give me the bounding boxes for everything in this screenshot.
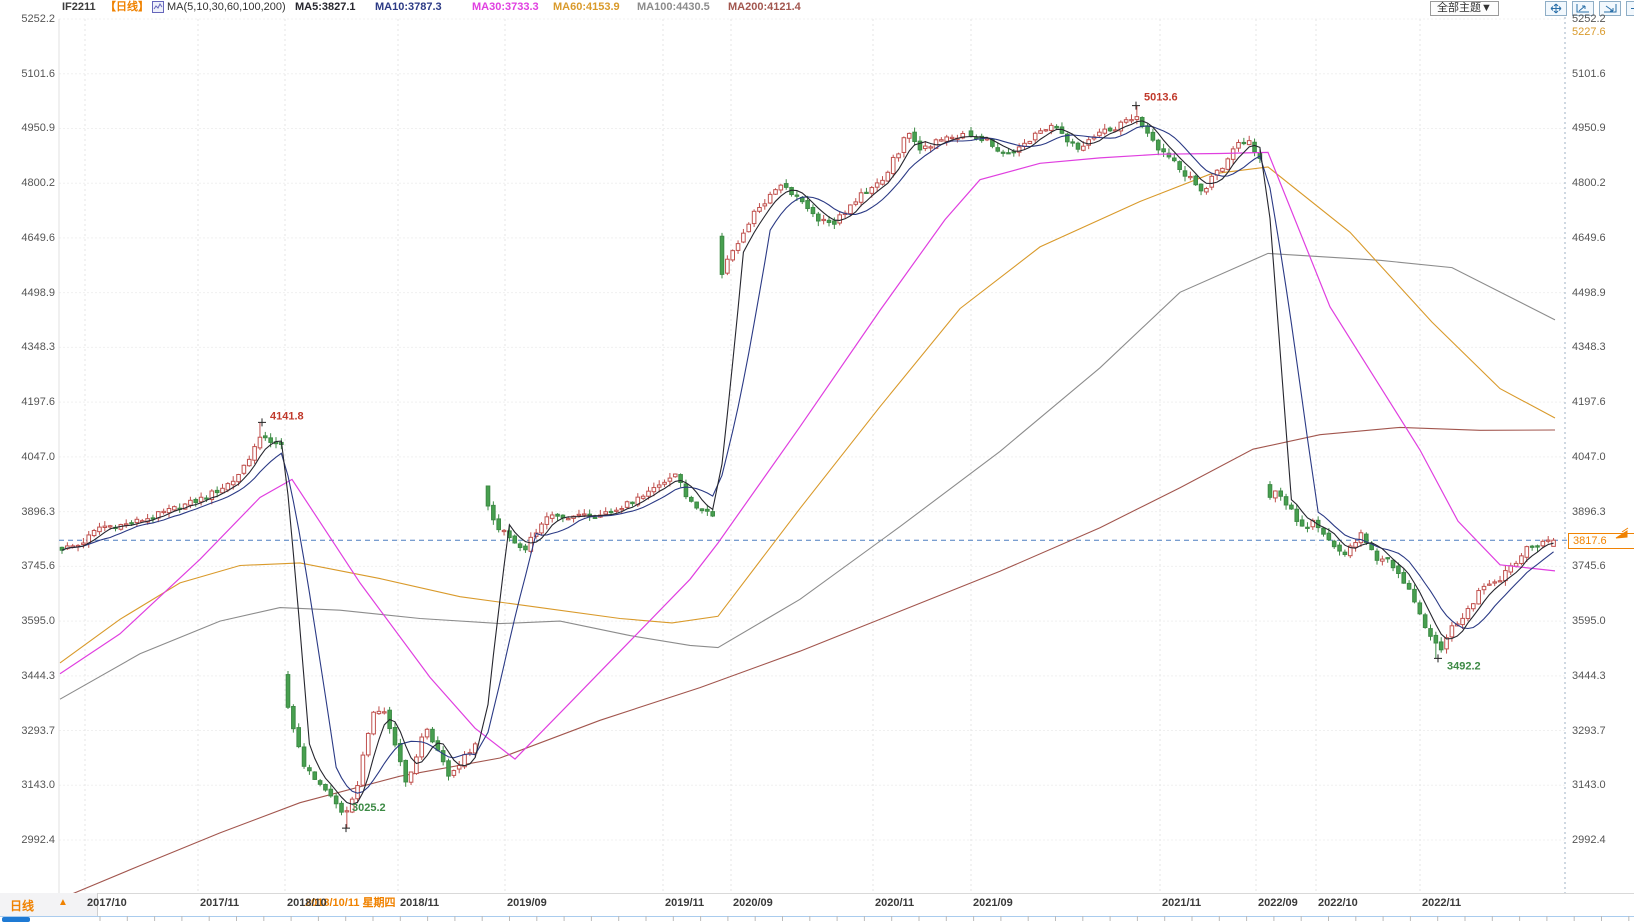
latest-price-arrow-icon[interactable]: [1614, 526, 1630, 543]
chart-toolbar: [1543, 1, 1634, 16]
extreme-price-annotation: 3492.2: [1447, 660, 1481, 672]
y-axis-label-right: 3896.3: [1572, 506, 1606, 518]
ma-legend-value: MA10:3787.3: [375, 1, 442, 13]
y-axis-label-right: 4950.9: [1572, 122, 1606, 134]
y-axis-label-left: 4649.6: [21, 232, 55, 244]
extreme-price-annotation: 5013.6: [1144, 92, 1178, 104]
y-axis-label-right: 3293.7: [1572, 725, 1606, 737]
y-axis-label-right: 4197.6: [1572, 396, 1606, 408]
ma-legend-value: MA100:4430.5: [637, 1, 710, 13]
y-axis-label-right: 4498.9: [1572, 287, 1606, 299]
y-axis-label-right: 4649.6: [1572, 232, 1606, 244]
x-axis-label: 2018/10: [287, 897, 327, 909]
x-axis-label: 2021/11: [1162, 897, 1202, 909]
session-high-label: 5227.6: [1572, 26, 1606, 38]
y-axis-label-right: 4348.3: [1572, 341, 1606, 353]
extreme-price-annotation: 3025.2: [352, 802, 386, 814]
y-axis-label-left: 5252.2: [21, 13, 55, 25]
period-tab-arrow-icon[interactable]: ▲: [58, 897, 68, 908]
y-axis-label-right: 3444.3: [1572, 670, 1606, 682]
x-axis-label: 2017/11: [200, 897, 240, 909]
y-axis-label-right: 3143.0: [1572, 779, 1606, 791]
y-axis-label-left: 3293.7: [21, 725, 55, 737]
crosshair-date-label: 2018/10/11 星期四: [305, 897, 396, 910]
symbol-label[interactable]: IF2211: [62, 1, 96, 13]
y-axis-label-left: 3444.3: [21, 670, 55, 682]
x-axis-label: 2020/11: [875, 897, 915, 909]
y-axis-label-right: 2992.4: [1572, 834, 1606, 846]
y-axis-label-right: 5101.6: [1572, 68, 1606, 80]
ma-legend-value: MA5:3827.1: [295, 1, 356, 13]
bottom-scrollbar-track[interactable]: [0, 916, 1634, 922]
y-axis-label-left: 4348.3: [21, 341, 55, 353]
x-axis-label: 2018/11: [400, 897, 440, 909]
y-axis-label-left: 5101.6: [21, 68, 55, 80]
jump-latest-icon[interactable]: [1626, 1, 1634, 16]
period-tag: 【日线】: [105, 1, 149, 13]
ma-legend-value: MA60:4153.9: [553, 1, 620, 13]
y-axis-label-left: 3143.0: [21, 779, 55, 791]
y-axis-label-right: 4800.2: [1572, 177, 1606, 189]
x-axis-label: 2019/09: [507, 897, 547, 909]
bottom-scrollbar-thumb[interactable]: [2, 917, 30, 922]
y-axis-label-left: 3595.0: [21, 615, 55, 627]
minor-tick-strip: [99, 916, 1630, 921]
ma-legend-value: MA30:3733.3: [472, 1, 539, 13]
period-tab[interactable]: [0, 893, 98, 916]
x-axis-label: 2022/11: [1422, 897, 1462, 909]
y-axis-label-left: 2992.4: [21, 834, 55, 846]
y-axis-label-left: 4950.9: [21, 122, 55, 134]
y-axis-label-left: 3896.3: [21, 506, 55, 518]
theme-dropdown[interactable]: 全部主题▼: [1430, 1, 1499, 16]
ma-legend-value: MA200:4121.4: [728, 1, 801, 13]
period-tab-label[interactable]: 日线: [10, 899, 35, 913]
y-axis-label-right: 3745.6: [1572, 560, 1606, 572]
extreme-price-annotation: 4141.8: [270, 410, 304, 422]
y-axis-label-right: 4047.0: [1572, 451, 1606, 463]
pan-icon[interactable]: [1545, 1, 1567, 16]
x-axis-label: 2019/11: [665, 897, 705, 909]
y-axis-label-left: 4498.9: [21, 287, 55, 299]
y-axis-label-left: 4047.0: [21, 451, 55, 463]
x-axis-label: 2017/10: [87, 897, 127, 909]
indicator-label[interactable]: MA(5,10,30,60,100,200): [167, 1, 286, 13]
y-axis-label-left: 4197.6: [21, 396, 55, 408]
x-axis-label: 2020/09: [733, 897, 773, 909]
y-axis-label-right: 5252.2: [1572, 13, 1606, 25]
x-axis-label: 2022/10: [1318, 897, 1358, 909]
x-axis-label: 2022/09: [1258, 897, 1298, 909]
y-axis-label-left: 3745.6: [21, 560, 55, 572]
y-axis-label-right: 3595.0: [1572, 615, 1606, 627]
x-axis-label: 2021/09: [973, 897, 1013, 909]
time-axis-strip: [0, 893, 1634, 922]
indicator-settings-icon[interactable]: [152, 1, 164, 16]
y-axis-label-left: 4800.2: [21, 177, 55, 189]
